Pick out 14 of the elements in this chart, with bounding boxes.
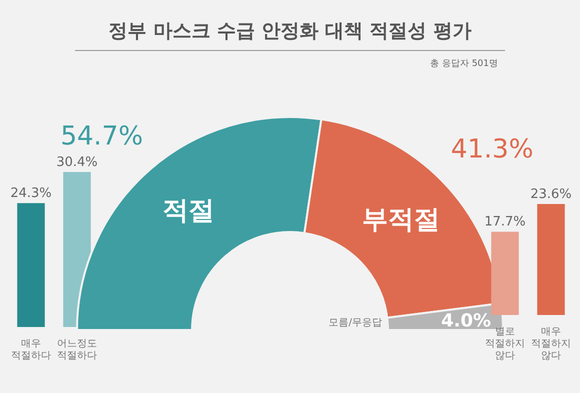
- x-tick-label: 어느정도 적절하다: [57, 338, 97, 362]
- data-label: 24.3%: [10, 186, 52, 201]
- data-label: 30.4%: [56, 154, 98, 170]
- slice-label: 부적절: [362, 205, 440, 236]
- data-label: 17.7%: [484, 214, 526, 230]
- data-label: 23.6%: [530, 186, 572, 202]
- x-tick-label: 매우 적절하지 않다: [531, 326, 571, 362]
- chart-subtitle: 총 응답자 501명: [430, 58, 498, 70]
- data-label: 54.7%: [60, 121, 144, 152]
- data-label: 41.3%: [450, 134, 534, 164]
- slice-label: 모름/무응답: [328, 318, 382, 329]
- slice-label: 적절: [162, 196, 214, 226]
- x-tick-label: 매우 적절하다: [11, 338, 51, 362]
- chart-title: 정부 마스크 수급 안정화 대책 적절성 평가: [108, 19, 472, 44]
